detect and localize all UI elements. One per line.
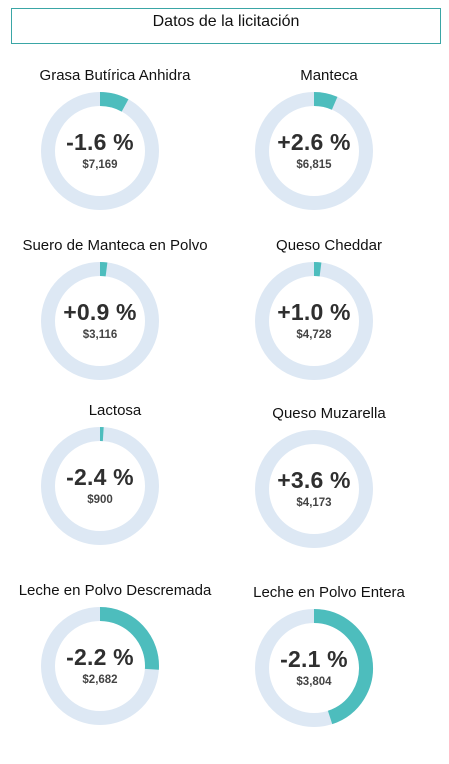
donut-card-manteca: Manteca +2.6 % $6,815 <box>224 67 434 247</box>
chart-title: Grasa Butírica Anhidra <box>10 67 220 84</box>
chart-title: Leche en Polvo Descremada <box>10 582 220 599</box>
donut-card-suero-manteca: Suero de Manteca en Polvo +0.9 % $3,116 <box>10 237 220 417</box>
donut-card-queso-muzarella: Queso Muzarella +3.6 % $4,173 <box>224 405 434 585</box>
change-percent: -2.1 % <box>254 646 374 673</box>
price-value: $4,173 <box>254 497 374 509</box>
donut-card-leche-entera: Leche en Polvo Entera -2.1 % $3,804 <box>224 584 434 764</box>
chart-title: Lactosa <box>10 402 220 419</box>
price-value: $7,169 <box>40 159 160 171</box>
price-value: $900 <box>40 494 160 506</box>
chart-title: Manteca <box>224 67 434 84</box>
price-value: $2,682 <box>40 674 160 686</box>
donut-card-queso-cheddar: Queso Cheddar +1.0 % $4,728 <box>224 237 434 417</box>
change-percent: +2.6 % <box>254 129 374 156</box>
change-percent: -1.6 % <box>40 129 160 156</box>
price-value: $3,116 <box>40 329 160 341</box>
donut-card-grasa-butirica: Grasa Butírica Anhidra -1.6 % $7,169 <box>10 67 220 247</box>
price-value: $3,804 <box>254 676 374 688</box>
chart-title: Leche en Polvo Entera <box>224 584 434 601</box>
change-percent: +1.0 % <box>254 299 374 326</box>
donut-fill-arc <box>314 99 335 103</box>
page-title: Datos de la licitación <box>153 13 300 31</box>
price-value: $4,728 <box>254 329 374 341</box>
page-title-box: Datos de la licitación <box>11 8 441 44</box>
chart-title: Queso Muzarella <box>224 405 434 422</box>
donut-card-leche-descremada: Leche en Polvo Descremada -2.2 % $2,682 <box>10 582 220 762</box>
chart-title: Queso Cheddar <box>224 237 434 254</box>
change-percent: -2.2 % <box>40 644 160 671</box>
change-percent: +0.9 % <box>40 299 160 326</box>
change-percent: +3.6 % <box>254 467 374 494</box>
price-value: $6,815 <box>254 159 374 171</box>
chart-title: Suero de Manteca en Polvo <box>10 237 220 254</box>
donut-fill-arc <box>100 99 125 105</box>
donut-card-lactosa: Lactosa -2.4 % $900 <box>10 402 220 582</box>
change-percent: -2.4 % <box>40 464 160 491</box>
